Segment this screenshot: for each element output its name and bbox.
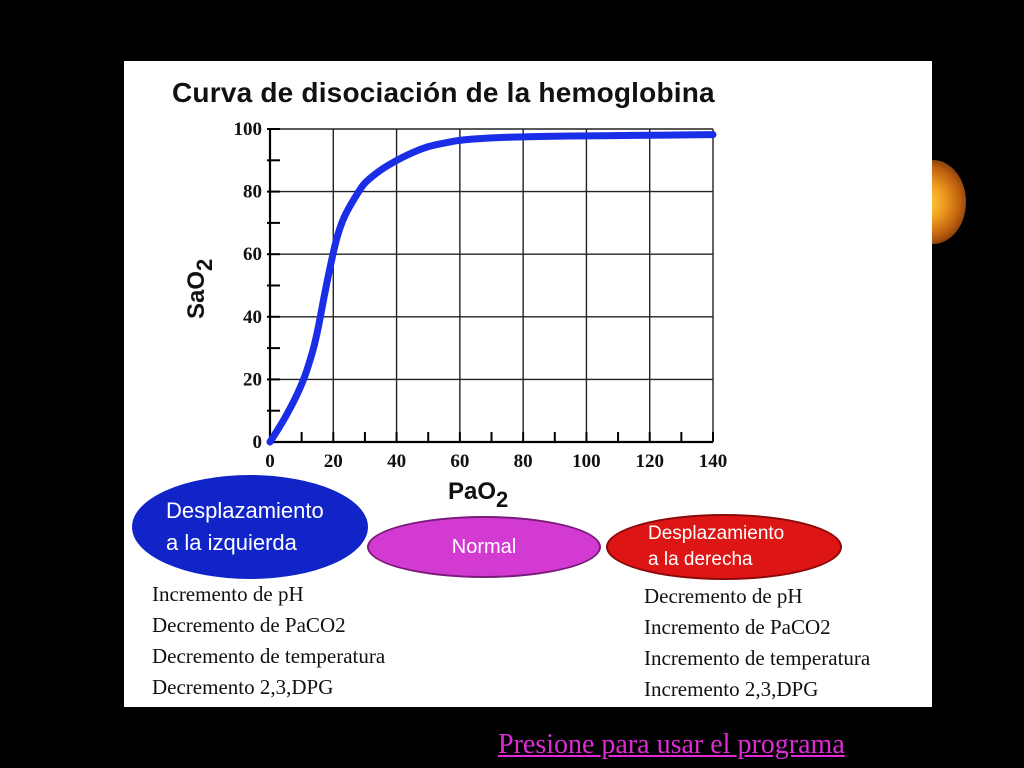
right-factor: Incremento de PaCO2 <box>644 615 831 639</box>
right-factor: Decremento de pH <box>644 584 803 608</box>
open-program-link[interactable]: Presione para usar el programa <box>498 729 845 760</box>
x-tick-label: 80 <box>514 451 533 472</box>
y-tick-label: 60 <box>243 244 262 265</box>
chart-title: Curva de disociación de la hemoglobina <box>172 77 715 108</box>
x-tick-label: 20 <box>324 451 343 472</box>
y-tick-labels: 0 20 40 60 80 100 <box>234 119 263 453</box>
y-tick-label: 100 <box>234 119 263 140</box>
left-factor: Decremento 2,3,DPG <box>152 675 334 699</box>
normal-ellipse: Normal <box>367 516 601 578</box>
x-axis-subscript: 2 <box>496 487 508 511</box>
minor-ticks <box>267 128 714 443</box>
right-shift-label-line1: Desplazamiento <box>648 523 785 544</box>
y-tick-label: 80 <box>243 182 262 203</box>
left-factor: Incremento de pH <box>152 582 304 606</box>
left-shift-factors: Incremento de pH Decremento de PaCO2 Dec… <box>152 579 385 703</box>
right-shift-factors: Decremento de pH Incremento de PaCO2 Inc… <box>644 581 870 705</box>
right-shift-ellipse: Desplazamiento a la derecha <box>606 514 842 580</box>
x-tick-label: 120 <box>635 451 664 472</box>
left-shift-label-line1: Desplazamiento <box>166 498 324 523</box>
x-tick-labels: 0 20 40 60 80 100 120 140 <box>265 451 727 472</box>
y-tick-label: 40 <box>243 307 262 328</box>
right-factor: Incremento de temperatura <box>644 646 871 670</box>
normal-label: Normal <box>451 535 517 558</box>
x-tick-label: 140 <box>699 451 728 472</box>
figure-panel: Curva de disociación de la hemoglobina 0… <box>124 61 932 707</box>
x-axis-title: PaO2 <box>448 478 508 511</box>
y-axis-label: SaO <box>183 271 210 319</box>
left-factor: Decremento de PaCO2 <box>152 613 346 637</box>
x-tick-label: 60 <box>450 451 469 472</box>
right-factor: Incremento 2,3,DPG <box>644 677 819 701</box>
left-shift-ellipse: Desplazamiento a la izquierda <box>132 475 368 579</box>
saturation-curve <box>266 131 717 446</box>
right-shift-label-line2: a la derecha <box>648 549 753 570</box>
chart-grid <box>268 128 714 444</box>
x-tick-label: 40 <box>387 451 406 472</box>
y-tick-label: 0 <box>253 432 263 453</box>
y-tick-label: 20 <box>243 369 262 390</box>
y-axis-subscript: 2 <box>192 259 217 271</box>
y-axis-title: SaO2 <box>183 259 217 319</box>
x-tick-label: 0 <box>265 451 275 472</box>
x-axis-label: PaO <box>448 478 496 505</box>
left-factor: Decremento de temperatura <box>152 644 386 668</box>
left-shift-label-line2: a la izquierda <box>166 530 297 555</box>
x-tick-label: 100 <box>572 451 601 472</box>
series-group <box>266 131 717 446</box>
